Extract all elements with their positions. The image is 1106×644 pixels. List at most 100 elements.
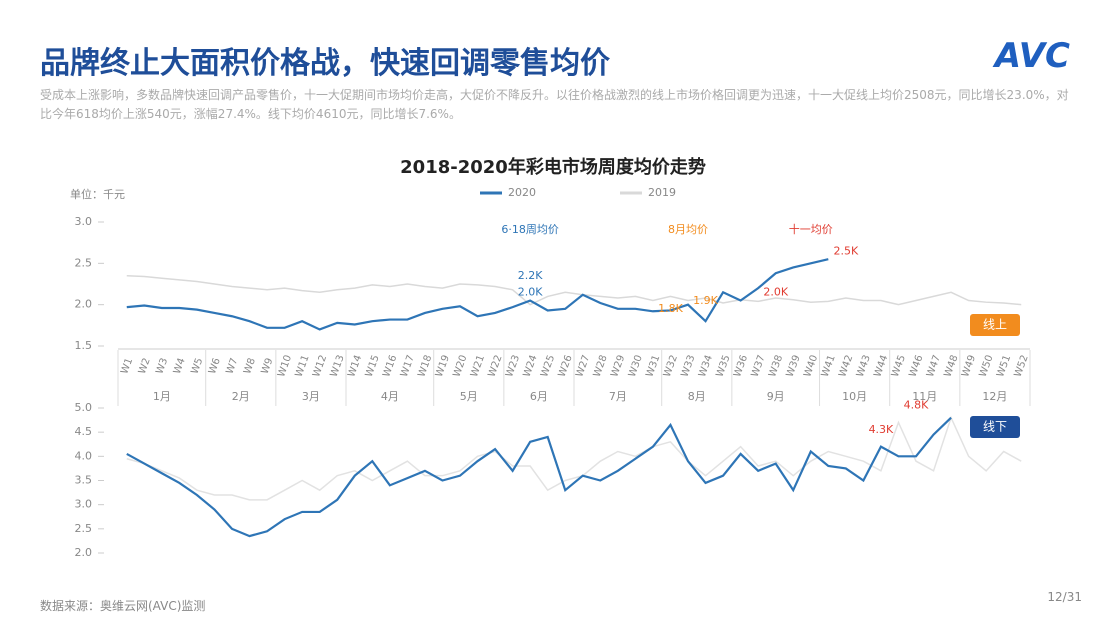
x-tick-label: W51 bbox=[995, 354, 1013, 379]
y-tick-label: 1.5 bbox=[75, 339, 93, 352]
x-tick-label: W20 bbox=[451, 354, 469, 379]
line-series bbox=[126, 258, 829, 331]
page-number: 12/31 bbox=[1047, 590, 1082, 604]
data-label: 2.2K bbox=[518, 269, 543, 282]
x-tick-label: W41 bbox=[820, 354, 838, 379]
y-tick-label: 4.5 bbox=[75, 425, 93, 438]
x-tick-label: W32 bbox=[662, 354, 680, 379]
data-label: 1.9K bbox=[693, 294, 718, 307]
x-tick-label: W35 bbox=[715, 354, 733, 379]
y-tick-label: 2.0 bbox=[75, 298, 93, 311]
x-tick-label: W24 bbox=[522, 354, 540, 379]
y-tick-label: 2.5 bbox=[75, 522, 93, 535]
x-tick-label: W11 bbox=[294, 354, 312, 379]
x-tick-label: W33 bbox=[679, 354, 697, 379]
x-tick-label: W23 bbox=[504, 354, 522, 379]
y-tick-label: 3.0 bbox=[75, 215, 93, 228]
month-label: 9月 bbox=[767, 390, 785, 403]
x-tick-label: W43 bbox=[855, 354, 873, 379]
annotation: 6·18周均价 bbox=[501, 223, 559, 236]
x-tick-label: W37 bbox=[750, 354, 768, 379]
line-series bbox=[126, 415, 1022, 501]
x-tick-label: W13 bbox=[329, 354, 347, 379]
month-label: 4月 bbox=[381, 390, 399, 403]
x-tick-label: W40 bbox=[802, 354, 820, 379]
x-tick-label: W31 bbox=[644, 354, 662, 379]
x-tick-label: W18 bbox=[416, 354, 434, 379]
x-tick-label: W6 bbox=[207, 357, 223, 376]
month-label: 2月 bbox=[232, 390, 250, 403]
x-tick-label: W25 bbox=[539, 354, 557, 379]
x-tick-label: W29 bbox=[609, 354, 627, 379]
x-tick-label: W50 bbox=[978, 354, 996, 379]
month-label: 11月 bbox=[912, 390, 937, 403]
x-tick-label: W27 bbox=[574, 354, 592, 379]
x-tick-label: W14 bbox=[346, 354, 364, 379]
month-label: 1月 bbox=[153, 390, 171, 403]
x-tick-label: W39 bbox=[785, 354, 803, 379]
legend-label: 2020 bbox=[508, 186, 536, 199]
x-tick-label: W2 bbox=[137, 357, 153, 376]
x-tick-label: W22 bbox=[487, 354, 505, 379]
x-tick-label: W1 bbox=[119, 357, 135, 376]
x-tick-label: W21 bbox=[469, 354, 487, 379]
x-tick-label: W48 bbox=[943, 354, 961, 379]
x-tick-label: W28 bbox=[592, 354, 610, 379]
month-label: 7月 bbox=[609, 390, 627, 403]
x-tick-label: W52 bbox=[1013, 354, 1031, 379]
x-tick-label: W46 bbox=[907, 354, 925, 379]
x-tick-label: W38 bbox=[767, 354, 785, 379]
slide-title: 品牌终止大面积价格战，快速回调零售均价 bbox=[40, 46, 610, 81]
unit-label: 单位：千元 bbox=[70, 187, 125, 201]
y-tick-label: 5.0 bbox=[75, 401, 93, 414]
month-label: 3月 bbox=[302, 390, 320, 403]
x-tick-label: W8 bbox=[242, 357, 258, 376]
tag bbox=[970, 314, 1020, 336]
chart-title: 2018-2020年彩电市场周度均价走势 bbox=[400, 156, 706, 178]
annotation: 十一均价 bbox=[789, 222, 833, 236]
x-tick-label: W15 bbox=[364, 354, 382, 379]
x-tick-label: W19 bbox=[434, 354, 452, 379]
x-tick-label: W16 bbox=[381, 354, 399, 379]
x-tick-label: W26 bbox=[557, 354, 575, 379]
line-series bbox=[126, 416, 952, 538]
x-tick-label: W30 bbox=[627, 354, 645, 379]
x-tick-label: W12 bbox=[311, 354, 329, 379]
x-tick-label: W7 bbox=[225, 357, 241, 376]
x-tick-label: W34 bbox=[697, 354, 715, 379]
data-label: 2.5K bbox=[833, 244, 858, 257]
month-label: 8月 bbox=[688, 390, 706, 403]
x-tick-label: W10 bbox=[276, 354, 294, 379]
x-tick-label: W45 bbox=[890, 354, 908, 379]
x-tick-label: W17 bbox=[399, 354, 417, 379]
month-label: 10月 bbox=[842, 390, 867, 403]
x-tick-label: W5 bbox=[189, 357, 205, 376]
legend-label: 2019 bbox=[648, 186, 676, 199]
logo: AVC bbox=[994, 36, 1070, 76]
x-tick-label: W44 bbox=[872, 354, 890, 379]
month-label: 5月 bbox=[460, 390, 478, 403]
y-tick-label: 2.5 bbox=[75, 256, 93, 269]
x-tick-label: W42 bbox=[837, 354, 855, 379]
data-label: 2.0K bbox=[518, 286, 543, 299]
data-label: 2.0K bbox=[763, 286, 788, 299]
data-label: 1.8K bbox=[658, 302, 683, 315]
x-tick-label: W36 bbox=[732, 354, 750, 379]
tag-label: 线下 bbox=[983, 420, 1007, 434]
y-tick-label: 3.0 bbox=[75, 498, 93, 511]
y-tick-label: 4.0 bbox=[75, 449, 93, 462]
tag bbox=[970, 416, 1020, 438]
y-tick-label: 3.5 bbox=[75, 474, 93, 487]
tag-label: 线上 bbox=[983, 318, 1007, 332]
x-tick-label: W49 bbox=[960, 354, 978, 379]
source: 数据来源：奥维云网(AVC)监测 bbox=[40, 599, 206, 613]
x-tick-label: W3 bbox=[154, 357, 170, 376]
subtitle: 受成本上涨影响，多数品牌快速回调产品零售价，十一大促期间市场均价走高，大促价不降… bbox=[40, 88, 1069, 121]
y-tick-label: 2.0 bbox=[75, 546, 93, 559]
x-tick-label: W47 bbox=[925, 354, 943, 379]
x-tick-label: W9 bbox=[260, 357, 276, 376]
line-series bbox=[126, 274, 1022, 306]
month-label: 12月 bbox=[982, 390, 1007, 403]
